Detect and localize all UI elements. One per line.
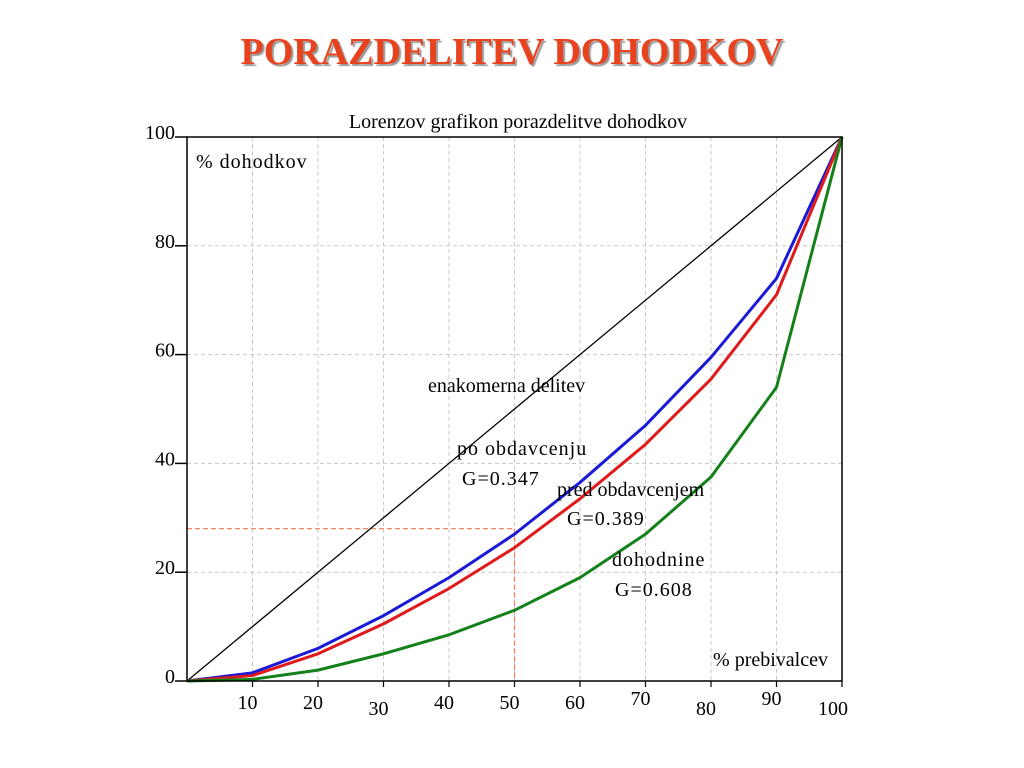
label-equality: enakomerna delitev [428, 375, 585, 397]
y-tick-label-20: 20 [155, 557, 175, 579]
x-tick-label-50: 50 [500, 692, 520, 714]
y-tick-label-80: 80 [155, 231, 175, 253]
label-after-tax-gini: G=0.347 [462, 468, 540, 490]
x-tick-label-90: 90 [762, 688, 782, 710]
y-tick-label-0: 0 [165, 666, 175, 688]
y-tick-label-100: 100 [145, 122, 175, 144]
x-tick-label-10: 10 [238, 692, 258, 714]
y-tick-label-40: 40 [155, 448, 175, 470]
x-tick-label-80: 80 [696, 698, 716, 720]
x-tick-label-60: 60 [565, 692, 585, 714]
series-line-after_tax [186, 136, 844, 683]
label-income-gini: G=0.608 [615, 579, 693, 601]
x-axis-label: % prebivalcev [713, 649, 828, 671]
x-tick-label-20: 20 [303, 692, 323, 714]
label-before-tax: pred obdavcenjem [557, 479, 705, 501]
label-after-tax: po obdavcenju [457, 438, 587, 460]
chart-title: Lorenzov grafikon porazdelitve dohodkov [349, 111, 687, 133]
x-tick-label-30: 30 [369, 698, 389, 720]
x-tick-label-40: 40 [434, 692, 454, 714]
reference-lines [187, 528, 516, 681]
slide-title: PORAZDELITEV DOHODKOV [240, 31, 784, 73]
x-tick-label-70: 70 [631, 688, 651, 710]
ticks: 0 20 40 60 80 100 10 20 30 40 50 60 70 80 90 100 [145, 122, 848, 720]
series-line-equality [186, 136, 843, 682]
y-tick-label-60: 60 [155, 340, 175, 362]
label-before-tax-gini: G=0.389 [567, 508, 645, 530]
x-tick-label-100: 100 [818, 698, 848, 720]
series-line-before_tax [186, 136, 844, 683]
series-line-income [186, 136, 844, 683]
series-lines [186, 136, 844, 683]
label-income: dohodnine [612, 549, 705, 571]
y-axis-label: % dohodkov [196, 151, 308, 173]
